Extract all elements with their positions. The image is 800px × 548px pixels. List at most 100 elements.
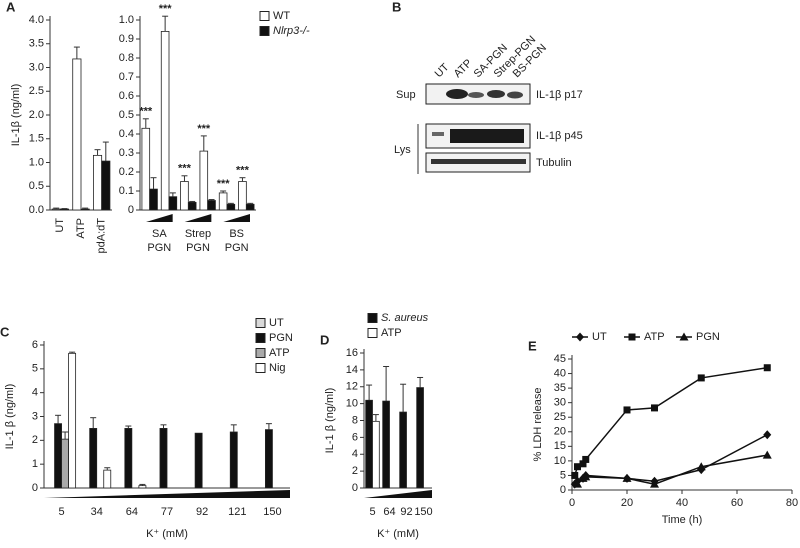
x-tick-label: pdA:dT — [96, 218, 108, 254]
dose-wedge — [44, 490, 290, 498]
bar — [264, 429, 273, 489]
band-label: IL-1β p17 — [536, 89, 583, 101]
x-tick-label: 64 — [126, 506, 138, 518]
point — [763, 430, 772, 440]
x-tick-label: 80 — [786, 497, 798, 509]
y-tick-label: 5 — [560, 469, 566, 481]
bar — [229, 431, 238, 489]
legend-swatch — [259, 26, 270, 36]
bar — [207, 200, 216, 211]
significance: *** — [197, 123, 211, 135]
y-tick-label: 0 — [32, 482, 38, 494]
x-tick-label: 40 — [676, 497, 688, 509]
legend-swatch — [255, 363, 266, 373]
bar — [159, 428, 168, 489]
y-tick-label: 0.4 — [119, 128, 134, 140]
x-tick-label: 60 — [731, 497, 743, 509]
panel-letter: B — [392, 0, 401, 14]
x-tick-label: UT — [54, 218, 66, 233]
row-label: Lys — [394, 144, 411, 156]
y-tick-label: 3.0 — [29, 61, 44, 73]
band — [487, 90, 505, 98]
bar — [160, 30, 170, 211]
dose-wedge — [223, 214, 250, 222]
bar — [168, 196, 178, 211]
bar — [365, 399, 373, 489]
point — [579, 460, 587, 468]
bar — [187, 201, 197, 211]
legend-marker — [576, 332, 584, 342]
row-label: Sup — [396, 89, 416, 101]
point — [763, 364, 771, 372]
dose-wedge — [184, 214, 212, 222]
y-tick-label: 25 — [554, 411, 566, 423]
y-tick-label: 5 — [32, 363, 38, 375]
y-tick-label: 1.0 — [29, 156, 44, 168]
legend-label: PGN — [269, 332, 293, 344]
x-axis-label: K⁺ (mM) — [377, 528, 419, 540]
group-label: PGN — [147, 242, 171, 254]
x-tick-label: 92 — [400, 506, 412, 518]
point — [573, 479, 582, 488]
point — [574, 463, 581, 471]
y-tick-label: 0.2 — [119, 166, 134, 178]
significance: *** — [178, 163, 192, 175]
y-tick-label: 3 — [32, 410, 38, 422]
legend-label: UT — [592, 331, 607, 343]
bar — [180, 181, 189, 211]
y-tick-label: 0.5 — [119, 109, 134, 121]
y-tick-label: 10 — [554, 455, 566, 467]
y-tick-label: 6 — [32, 339, 38, 351]
bar — [141, 127, 151, 211]
bar — [238, 181, 247, 211]
y-tick-label: 8 — [352, 414, 358, 426]
x-tick-label: 150 — [263, 506, 281, 518]
lane-label: ATP — [452, 57, 475, 80]
x-tick-label: 5 — [369, 506, 375, 518]
legend-marker — [628, 333, 636, 341]
y-tick-label: 14 — [346, 364, 358, 376]
x-axis-label: Time (h) — [662, 514, 703, 526]
bar — [54, 423, 62, 489]
y-tick-label: 0.1 — [119, 185, 134, 197]
point — [762, 450, 772, 459]
bar — [101, 160, 111, 211]
bar — [93, 154, 103, 211]
y-tick-label: 45 — [554, 353, 566, 365]
y-tick-label: 1.5 — [29, 133, 44, 145]
legend-swatch — [259, 11, 270, 21]
x-tick-label: 92 — [196, 506, 208, 518]
bar — [399, 411, 407, 489]
group-label: PGN — [225, 242, 249, 254]
y-tick-label: 10 — [346, 398, 358, 410]
legend-swatch — [367, 328, 378, 338]
bar — [80, 208, 90, 211]
y-tick-label: 15 — [554, 440, 566, 452]
y-tick-label: 0.6 — [119, 90, 134, 102]
band — [507, 91, 523, 99]
x-tick-label: 0 — [569, 497, 575, 509]
legend-label: ATP — [269, 347, 290, 359]
x-tick-label: 150 — [414, 506, 432, 518]
y-tick-label: 12 — [346, 381, 358, 393]
x-axis-label: K⁺ (mM) — [146, 528, 188, 540]
panel-letter: E — [528, 338, 537, 353]
bar — [218, 192, 228, 211]
bar — [68, 352, 77, 489]
band-label: IL-1β p45 — [536, 130, 583, 142]
y-tick-label: 0 — [560, 484, 566, 496]
y-tick-label: 30 — [554, 397, 566, 409]
dose-wedge — [146, 214, 173, 222]
y-axis-label: IL-1 β (ng/ml) — [4, 384, 16, 450]
bar — [72, 58, 82, 211]
y-tick-label: 0.3 — [119, 147, 134, 159]
y-tick-label: 2 — [352, 465, 358, 477]
x-tick-label: ATP — [75, 218, 87, 239]
bar — [199, 150, 209, 211]
point — [581, 472, 591, 481]
point — [697, 374, 705, 382]
y-tick-label: 6 — [352, 431, 358, 443]
y-tick-label: 40 — [554, 367, 566, 379]
legend-label: PGN — [696, 331, 720, 343]
